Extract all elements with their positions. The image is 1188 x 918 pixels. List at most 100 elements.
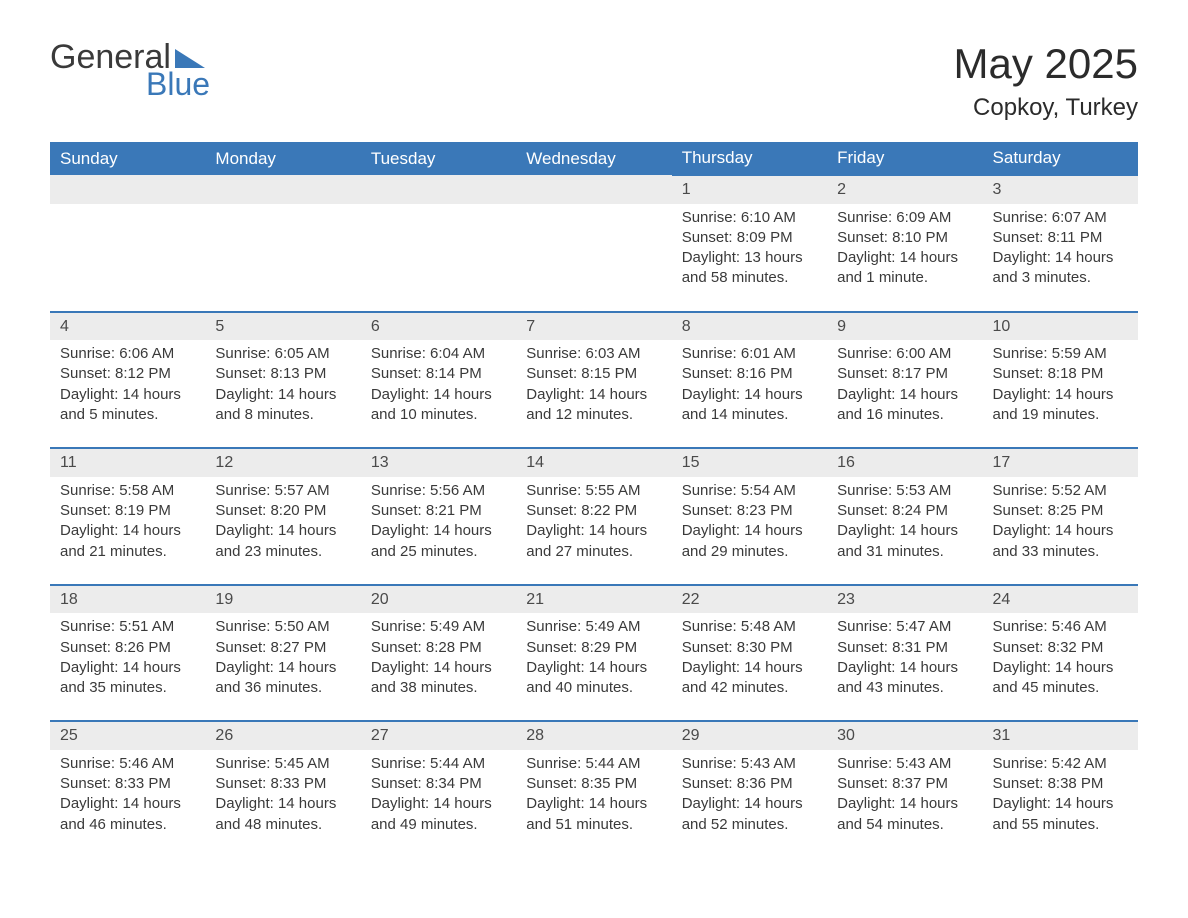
day-detail-cell: Sunrise: 5:44 AMSunset: 8:34 PMDaylight:… — [361, 750, 516, 857]
logo: General Blue — [50, 40, 210, 100]
day-detail-cell — [516, 204, 671, 312]
day-number-cell: 18 — [50, 585, 205, 614]
sunrise-text: Sunrise: 5:44 AM — [526, 754, 665, 774]
sunset-text: Sunset: 8:30 PM — [682, 638, 821, 658]
day-detail-cell: Sunrise: 5:49 AMSunset: 8:28 PMDaylight:… — [361, 613, 516, 721]
sunset-text: Sunset: 8:18 PM — [993, 364, 1132, 384]
sunrise-text: Sunrise: 6:06 AM — [60, 344, 199, 364]
day-detail-cell: Sunrise: 6:00 AMSunset: 8:17 PMDaylight:… — [827, 340, 982, 448]
sunset-text: Sunset: 8:36 PM — [682, 774, 821, 794]
daylight-text: Daylight: 14 hours and 10 minutes. — [371, 385, 510, 426]
sunrise-text: Sunrise: 6:10 AM — [682, 208, 821, 228]
day-detail-cell: Sunrise: 6:07 AMSunset: 8:11 PMDaylight:… — [983, 204, 1138, 312]
sunrise-text: Sunrise: 5:50 AM — [215, 617, 354, 637]
sunset-text: Sunset: 8:16 PM — [682, 364, 821, 384]
title-block: May 2025 Copkoy, Turkey — [954, 40, 1138, 122]
sunset-text: Sunset: 8:21 PM — [371, 501, 510, 521]
day-number-cell: 1 — [672, 175, 827, 204]
sunset-text: Sunset: 8:37 PM — [837, 774, 976, 794]
daylight-text: Daylight: 14 hours and 48 minutes. — [215, 794, 354, 835]
day-detail-cell: Sunrise: 6:09 AMSunset: 8:10 PMDaylight:… — [827, 204, 982, 312]
day-number-cell: 17 — [983, 448, 1138, 477]
daylight-text: Daylight: 14 hours and 46 minutes. — [60, 794, 199, 835]
daylight-text: Daylight: 14 hours and 45 minutes. — [993, 658, 1132, 699]
day-number-cell — [361, 175, 516, 204]
title-month: May 2025 — [954, 40, 1138, 88]
day-detail-cell: Sunrise: 5:44 AMSunset: 8:35 PMDaylight:… — [516, 750, 671, 857]
sunset-text: Sunset: 8:15 PM — [526, 364, 665, 384]
sunrise-text: Sunrise: 5:59 AM — [993, 344, 1132, 364]
daylight-text: Daylight: 14 hours and 21 minutes. — [60, 521, 199, 562]
day-detail-cell — [50, 204, 205, 312]
day-detail-cell: Sunrise: 5:59 AMSunset: 8:18 PMDaylight:… — [983, 340, 1138, 448]
sunrise-text: Sunrise: 6:00 AM — [837, 344, 976, 364]
day-detail-row: Sunrise: 5:58 AMSunset: 8:19 PMDaylight:… — [50, 477, 1138, 585]
day-number-cell: 13 — [361, 448, 516, 477]
day-number-cell: 3 — [983, 175, 1138, 204]
sunrise-text: Sunrise: 5:46 AM — [993, 617, 1132, 637]
day-detail-cell: Sunrise: 5:46 AMSunset: 8:32 PMDaylight:… — [983, 613, 1138, 721]
day-number-cell: 8 — [672, 312, 827, 341]
sunset-text: Sunset: 8:35 PM — [526, 774, 665, 794]
daylight-text: Daylight: 14 hours and 25 minutes. — [371, 521, 510, 562]
sunset-text: Sunset: 8:33 PM — [60, 774, 199, 794]
daylight-text: Daylight: 14 hours and 36 minutes. — [215, 658, 354, 699]
day-number-cell: 4 — [50, 312, 205, 341]
daylight-text: Daylight: 14 hours and 54 minutes. — [837, 794, 976, 835]
day-detail-cell: Sunrise: 6:10 AMSunset: 8:09 PMDaylight:… — [672, 204, 827, 312]
daylight-text: Daylight: 13 hours and 58 minutes. — [682, 248, 821, 289]
day-detail-cell: Sunrise: 5:57 AMSunset: 8:20 PMDaylight:… — [205, 477, 360, 585]
day-number-row: 123 — [50, 175, 1138, 204]
day-detail-cell: Sunrise: 5:46 AMSunset: 8:33 PMDaylight:… — [50, 750, 205, 857]
sunrise-text: Sunrise: 6:09 AM — [837, 208, 976, 228]
day-number-cell — [516, 175, 671, 204]
sunrise-text: Sunrise: 6:03 AM — [526, 344, 665, 364]
sunrise-text: Sunrise: 6:04 AM — [371, 344, 510, 364]
daylight-text: Daylight: 14 hours and 3 minutes. — [993, 248, 1132, 289]
day-number-cell: 23 — [827, 585, 982, 614]
sunset-text: Sunset: 8:32 PM — [993, 638, 1132, 658]
day-number-row: 45678910 — [50, 312, 1138, 341]
calendar-table: SundayMondayTuesdayWednesdayThursdayFrid… — [50, 142, 1138, 857]
day-number-cell — [205, 175, 360, 204]
daylight-text: Daylight: 14 hours and 55 minutes. — [993, 794, 1132, 835]
daylight-text: Daylight: 14 hours and 1 minute. — [837, 248, 976, 289]
day-number-row: 25262728293031 — [50, 721, 1138, 750]
day-number-row: 11121314151617 — [50, 448, 1138, 477]
day-detail-cell: Sunrise: 5:53 AMSunset: 8:24 PMDaylight:… — [827, 477, 982, 585]
day-detail-row: Sunrise: 6:10 AMSunset: 8:09 PMDaylight:… — [50, 204, 1138, 312]
day-number-cell: 28 — [516, 721, 671, 750]
day-detail-cell: Sunrise: 5:49 AMSunset: 8:29 PMDaylight:… — [516, 613, 671, 721]
day-number-cell: 7 — [516, 312, 671, 341]
day-number-cell: 5 — [205, 312, 360, 341]
day-detail-cell — [361, 204, 516, 312]
sunrise-text: Sunrise: 5:45 AM — [215, 754, 354, 774]
sunset-text: Sunset: 8:11 PM — [993, 228, 1132, 248]
sunrise-text: Sunrise: 5:44 AM — [371, 754, 510, 774]
daylight-text: Daylight: 14 hours and 16 minutes. — [837, 385, 976, 426]
weekday-header-row: SundayMondayTuesdayWednesdayThursdayFrid… — [50, 142, 1138, 175]
sunrise-text: Sunrise: 5:55 AM — [526, 481, 665, 501]
daylight-text: Daylight: 14 hours and 40 minutes. — [526, 658, 665, 699]
sunset-text: Sunset: 8:25 PM — [993, 501, 1132, 521]
day-detail-cell: Sunrise: 5:50 AMSunset: 8:27 PMDaylight:… — [205, 613, 360, 721]
day-detail-cell: Sunrise: 5:52 AMSunset: 8:25 PMDaylight:… — [983, 477, 1138, 585]
sunset-text: Sunset: 8:19 PM — [60, 501, 199, 521]
sunrise-text: Sunrise: 6:01 AM — [682, 344, 821, 364]
day-detail-cell: Sunrise: 6:04 AMSunset: 8:14 PMDaylight:… — [361, 340, 516, 448]
day-number-cell: 12 — [205, 448, 360, 477]
sunset-text: Sunset: 8:38 PM — [993, 774, 1132, 794]
sunset-text: Sunset: 8:26 PM — [60, 638, 199, 658]
day-number-cell: 21 — [516, 585, 671, 614]
daylight-text: Daylight: 14 hours and 35 minutes. — [60, 658, 199, 699]
day-number-cell — [50, 175, 205, 204]
day-number-cell: 15 — [672, 448, 827, 477]
daylight-text: Daylight: 14 hours and 49 minutes. — [371, 794, 510, 835]
daylight-text: Daylight: 14 hours and 29 minutes. — [682, 521, 821, 562]
weekday-header: Tuesday — [361, 142, 516, 175]
day-detail-cell: Sunrise: 5:56 AMSunset: 8:21 PMDaylight:… — [361, 477, 516, 585]
day-number-cell: 14 — [516, 448, 671, 477]
daylight-text: Daylight: 14 hours and 27 minutes. — [526, 521, 665, 562]
sunrise-text: Sunrise: 5:46 AM — [60, 754, 199, 774]
daylight-text: Daylight: 14 hours and 14 minutes. — [682, 385, 821, 426]
